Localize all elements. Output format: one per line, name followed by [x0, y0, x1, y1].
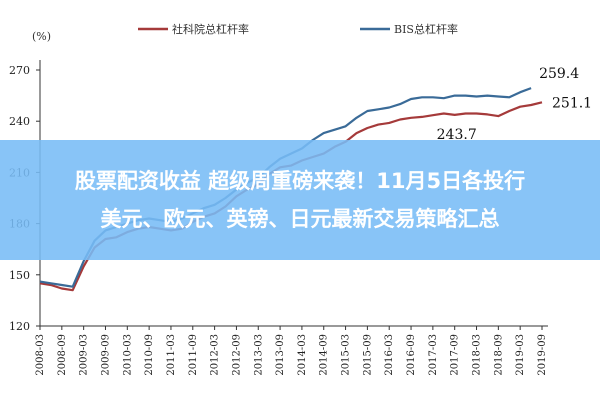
- data-label-cass-latest: 251.1: [552, 95, 592, 111]
- x-tick-label: 2015-09: [362, 334, 373, 376]
- x-tick-label: 2019-03: [515, 334, 526, 376]
- headline-line-2: 美元、欧元、英镑、日元最新交易策略汇总: [100, 207, 500, 231]
- axes: 1201501802102402702008-032008-092009-032…: [9, 60, 548, 376]
- x-tick-label: 2013-03: [253, 334, 264, 376]
- x-tick-label: 2010-09: [144, 334, 155, 376]
- x-tick-label: 2010-03: [122, 334, 133, 376]
- x-tick-label: 2018-03: [472, 334, 483, 376]
- x-tick-label: 2013-09: [275, 334, 286, 376]
- x-tick-label: 2014-09: [319, 334, 330, 376]
- x-tick-label: 2012-03: [210, 334, 221, 376]
- y-tick-label: 120: [9, 320, 30, 333]
- x-tick-label: 2015-03: [341, 334, 352, 376]
- data-label-bis-latest: 259.4: [539, 66, 579, 82]
- x-tick-label: 2016-09: [406, 334, 417, 376]
- x-tick-label: 2018-09: [493, 334, 504, 376]
- y-tick-label: 240: [9, 115, 30, 128]
- x-tick-label: 2017-09: [450, 334, 461, 376]
- headline-line-1: 股票配资收益 超级周重磅来袭！11月5日各投行: [74, 169, 526, 193]
- legend-label-series-1: 社科院总杠杆率: [172, 22, 249, 36]
- headline-banner[interactable]: 股票配资收益 超级周重磅来袭！11月5日各投行 美元、欧元、英镑、日元最新交易策…: [0, 140, 600, 260]
- x-tick-label: 2012-09: [231, 334, 242, 376]
- y-tick-label: 270: [9, 64, 30, 77]
- x-tick-label: 2008-09: [57, 334, 68, 376]
- x-tick-label: 2017-03: [428, 334, 439, 376]
- y-axis-unit-label: (%): [32, 30, 51, 43]
- y-tick-label: 150: [9, 269, 30, 282]
- x-tick-label: 2011-03: [166, 334, 177, 376]
- data-label-cass-2018: 243.7: [437, 127, 477, 143]
- x-tick-label: 2019-09: [537, 334, 548, 376]
- x-tick-label: 2014-03: [297, 334, 308, 376]
- x-tick-label: 2009-03: [79, 334, 90, 376]
- x-tick-label: 2008-03: [35, 334, 46, 376]
- data-labels: 259.4 251.1 243.7: [437, 66, 592, 143]
- x-tick-label: 2009-09: [100, 334, 111, 376]
- x-tick-label: 2016-03: [384, 334, 395, 376]
- legend: 社科院总杠杆率 BIS总杠杆率: [138, 22, 458, 36]
- legend-label-series-2: BIS总杠杆率: [394, 22, 458, 36]
- x-tick-label: 2011-09: [188, 334, 199, 376]
